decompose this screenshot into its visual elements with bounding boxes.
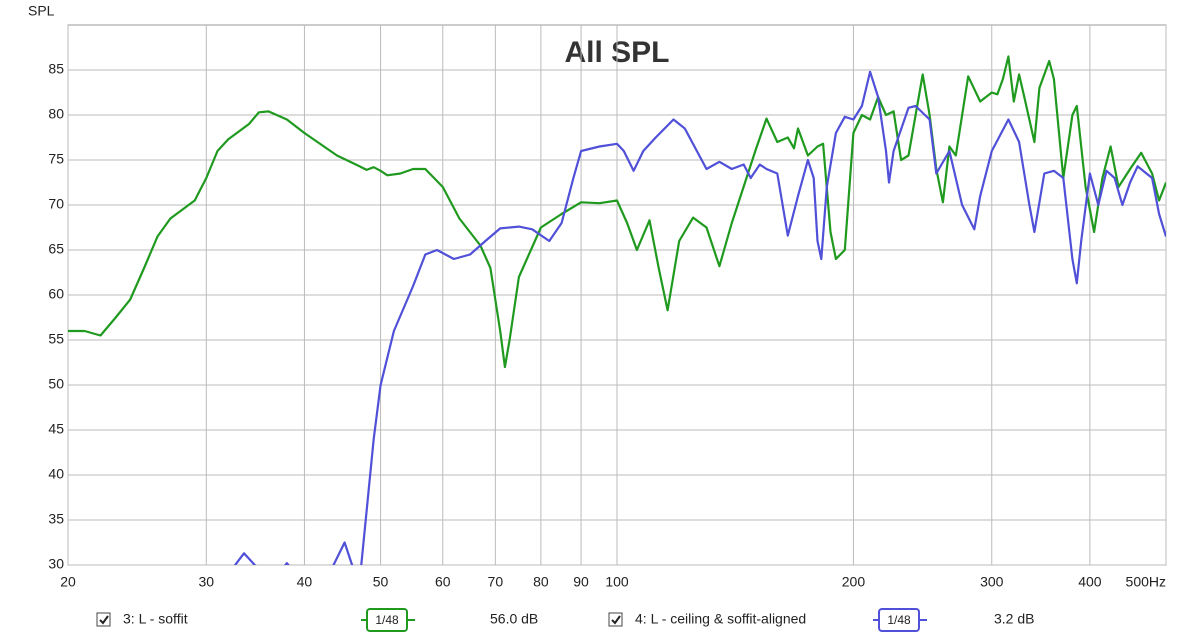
x-tick-label: 80 (533, 574, 549, 590)
x-tick-label: 60 (435, 574, 451, 590)
smoothing-label: 1/48 (375, 613, 399, 627)
series-line (68, 55, 1166, 369)
x-tick-label: 30 (199, 574, 215, 590)
y-tick-label: 60 (48, 286, 64, 302)
y-tick-label: 70 (48, 196, 64, 212)
legend-check (611, 615, 621, 625)
series-group (68, 55, 1166, 565)
legend-label: 3: L - soffit (123, 611, 188, 627)
y-tick-label: 85 (48, 61, 64, 77)
legend-readout: 56.0 dB (490, 611, 538, 627)
smoothing-box[interactable] (878, 608, 920, 632)
x-tick-label: 300 (980, 574, 1004, 590)
legend-label: 4: L - ceiling & soffit-aligned (635, 611, 806, 627)
x-tick-label: 90 (573, 574, 589, 590)
legend-checkbox[interactable] (96, 612, 111, 627)
x-tick-label: 70 (488, 574, 504, 590)
y-tick-label: 65 (48, 241, 64, 257)
y-tick-label: 75 (48, 151, 64, 167)
y-tick-label: 40 (48, 466, 64, 482)
legend-readout: 3.2 dB (994, 611, 1034, 627)
smoothing-label: 1/48 (887, 613, 911, 627)
y-tick-label: 45 (48, 421, 64, 437)
x-tick-label: 100 (605, 574, 629, 590)
y-tick-label: 30 (48, 556, 64, 572)
legend-checkbox[interactable] (608, 612, 623, 627)
y-tick-label: 50 (48, 376, 64, 392)
y-tick-label: 55 (48, 331, 64, 347)
y-tick-label: 35 (48, 511, 64, 527)
x-tick-label: 400 (1078, 574, 1102, 590)
x-tick-label: 20 (60, 574, 76, 590)
y-axis-label: SPL (28, 3, 55, 19)
y-tick-label: 80 (48, 106, 64, 122)
series-line (233, 70, 1166, 565)
x-tick-label: 500Hz (1126, 574, 1166, 590)
legend-check (99, 615, 109, 625)
smoothing-box[interactable] (366, 608, 408, 632)
x-tick-label: 200 (842, 574, 866, 590)
x-tick-label: 50 (373, 574, 389, 590)
x-tick-label: 40 (297, 574, 313, 590)
